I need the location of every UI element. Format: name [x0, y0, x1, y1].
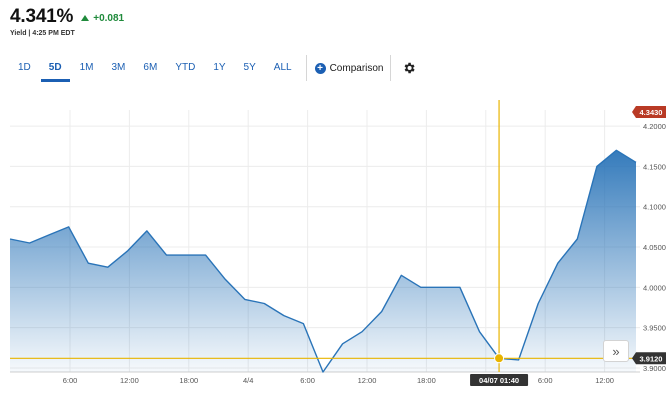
yield-change-value: +0.081: [93, 12, 125, 24]
x-tick-label: 18:00: [179, 376, 198, 385]
x-tick-label: 18:00: [417, 376, 436, 385]
range-tab-3m[interactable]: 3M: [111, 62, 126, 73]
x-tick-label: 6:00: [63, 376, 78, 385]
range-tab-6m[interactable]: 6M: [143, 62, 158, 73]
up-arrow-icon: [81, 15, 90, 21]
y-tick-label: 4.2000: [643, 122, 666, 131]
hover-time-badge-text: 04/07 01:40: [479, 376, 519, 385]
range-tab-5d[interactable]: 5D: [40, 56, 70, 82]
expand-chart-button[interactable]: »: [603, 340, 629, 362]
range-tab-1d[interactable]: 1D: [18, 62, 31, 73]
x-tick-label: 6:00: [300, 376, 315, 385]
range-tab-ytd[interactable]: YTD: [175, 62, 196, 73]
settings-button[interactable]: [399, 58, 419, 78]
y-tick-label: 4.0500: [643, 243, 666, 252]
y-tick-label: 4.1000: [643, 203, 666, 212]
range-toolbar: 1D 5D 1M 3M 6M YTD 1Y 5Y ALL + Comparison: [0, 54, 419, 82]
last-value-badge-bg: [632, 106, 666, 118]
x-tick-label: 12:00: [358, 376, 377, 385]
x-tick-label: 12:00: [120, 376, 139, 385]
quote-header: 4.341% +0.081: [10, 6, 124, 28]
hover-value-badge: 3.9120: [632, 352, 666, 365]
yield-chart[interactable]: 4.2000 4.1500 4.1000 4.0500 4.0000 3.9500 3.90…: [0, 100, 670, 402]
range-tabs: 1D 5D 1M 3M 6M YTD 1Y 5Y ALL: [0, 56, 300, 82]
gear-icon: [404, 62, 415, 74]
range-tab-5y[interactable]: 5Y: [243, 62, 256, 73]
x-tick-label: 4/4: [243, 376, 253, 385]
last-value-badge-text: 4.3430: [640, 108, 663, 117]
y-tick-label: 4.0000: [643, 283, 666, 292]
comparison-label: Comparison: [329, 62, 384, 74]
x-tick-label: 12:00: [595, 376, 614, 385]
hover-time-badge: 04/07 01:40: [470, 374, 529, 386]
yield-change: +0.081: [81, 13, 124, 24]
range-tab-1m[interactable]: 1M: [79, 62, 94, 73]
last-value-badge: 4.3430: [632, 106, 666, 118]
y-tick-label: 3.9500: [643, 324, 666, 333]
double-chevron-right-icon: »: [612, 343, 620, 359]
y-tick-label: 3.9000: [643, 364, 666, 373]
hover-value-badge-text: 3.9120: [640, 354, 663, 363]
y-tick-label: 4.1500: [643, 162, 666, 171]
range-tab-all[interactable]: ALL: [273, 62, 292, 73]
range-tab-1y[interactable]: 1Y: [213, 62, 226, 73]
hover-value-badge-bg: [632, 352, 666, 365]
toolbar-divider: [389, 55, 391, 81]
comparison-button[interactable]: + Comparison: [314, 62, 384, 74]
x-tick-label: 6:00: [538, 376, 553, 385]
chart-svg: 4.2000 4.1500 4.1000 4.0500 4.0000 3.9500 3.90…: [9, 100, 666, 386]
plus-circle-icon: +: [314, 62, 326, 74]
series-area: [10, 150, 636, 372]
yield-timestamp: Yield | 4:25 PM EDT: [10, 30, 75, 37]
yield-price: 4.341%: [10, 6, 74, 27]
toolbar-divider: [305, 55, 307, 81]
hover-time-badge-bg: [470, 374, 529, 386]
crosshair-point: [494, 353, 505, 364]
